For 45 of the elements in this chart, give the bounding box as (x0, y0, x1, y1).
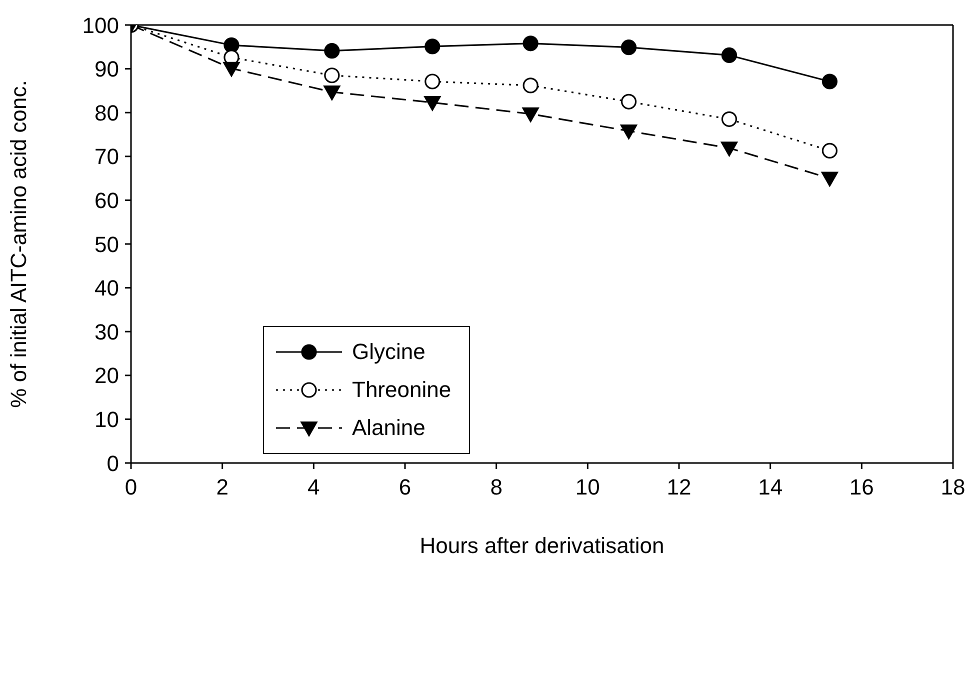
x-tick-label: 0 (124, 474, 138, 500)
point (222, 62, 240, 77)
point (522, 36, 538, 52)
y-axis-title: % of initial AITC-amino acid conc. (6, 80, 31, 408)
y-tick-label: 90 (94, 56, 119, 82)
point (620, 40, 637, 56)
point (324, 43, 340, 59)
point (424, 96, 441, 112)
y-tick-label: 100 (82, 12, 119, 38)
x-tick-label: 4 (308, 474, 320, 500)
y-tick-label: 20 (94, 363, 119, 388)
x-tick-label: 6 (398, 474, 412, 500)
legend-label: Threonine (352, 377, 452, 403)
point (822, 142, 838, 159)
point (620, 124, 638, 140)
point (424, 74, 440, 90)
y-tick-label: 10 (94, 407, 119, 432)
point (720, 142, 738, 157)
legend-label: Glycine (352, 339, 426, 365)
point (522, 78, 538, 94)
point (620, 94, 637, 110)
x-tick-label: 16 (849, 474, 874, 500)
x-tick-label: 14 (758, 474, 783, 500)
y-tick-label: 50 (94, 232, 119, 257)
point (323, 86, 340, 101)
x-tick-label: 2 (216, 474, 228, 500)
y-tick-label: 60 (94, 188, 119, 214)
point (721, 47, 738, 64)
legend-label: Alanine (352, 415, 426, 441)
point (822, 74, 838, 90)
y-tick-label: 80 (94, 100, 119, 126)
point (522, 107, 540, 122)
point (424, 38, 440, 54)
x-tick-label: 18 (940, 474, 966, 500)
x-tick-label: 12 (666, 474, 692, 500)
point (721, 111, 738, 127)
x-axis-title: Hours after derivatisation (420, 533, 664, 558)
y-tick-label: 0 (106, 450, 119, 476)
point (821, 172, 838, 187)
y-tick-label: 30 (94, 319, 119, 344)
x-tick-label: 8 (490, 474, 502, 500)
point (324, 68, 340, 84)
y-tick-label: 40 (94, 276, 119, 301)
x-tick-label: 10 (575, 474, 600, 500)
y-tick-label: 70 (94, 144, 119, 170)
